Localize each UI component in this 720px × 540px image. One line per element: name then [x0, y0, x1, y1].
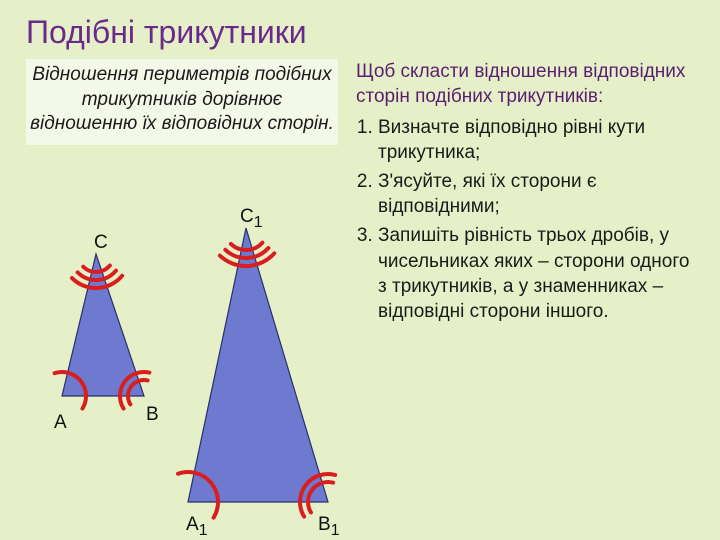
vertex-label-C1: C1	[240, 206, 263, 232]
perimeter-line1: Відношення периметрів подібних трикутник…	[30, 63, 334, 112]
triangles-diagram: A B C A1 B1 C1	[18, 170, 378, 530]
vertex-label-B: B	[146, 404, 159, 426]
right-column: Щоб скласти відношення відповідних сторі…	[356, 59, 694, 328]
intro-text: Щоб скласти відношення відповідних сторі…	[356, 59, 694, 109]
list-item: Визначте відповідно рівні кути трикутник…	[378, 115, 694, 165]
perimeter-statement: Відношення периметрів подібних трикутник…	[26, 59, 338, 145]
vertex-label-A: A	[54, 412, 67, 434]
diagram-svg	[18, 170, 378, 530]
slide: Подібні трикутники Відношення периметрів…	[0, 0, 720, 540]
list-item: Запишіть рівність трьох дробів, у чисель…	[378, 223, 694, 323]
list-item: З'ясуйте, які їх сторони є відповідними;	[378, 169, 694, 219]
perimeter-line2: відношенню їх відповідних сторін.	[30, 112, 334, 137]
slide-title: Подібні трикутники	[26, 14, 694, 51]
vertex-label-B1: B1	[318, 514, 340, 540]
steps-list: Визначте відповідно рівні кути трикутник…	[356, 115, 694, 324]
vertex-label-C: C	[94, 232, 108, 254]
vertex-label-A1: A1	[186, 514, 208, 540]
